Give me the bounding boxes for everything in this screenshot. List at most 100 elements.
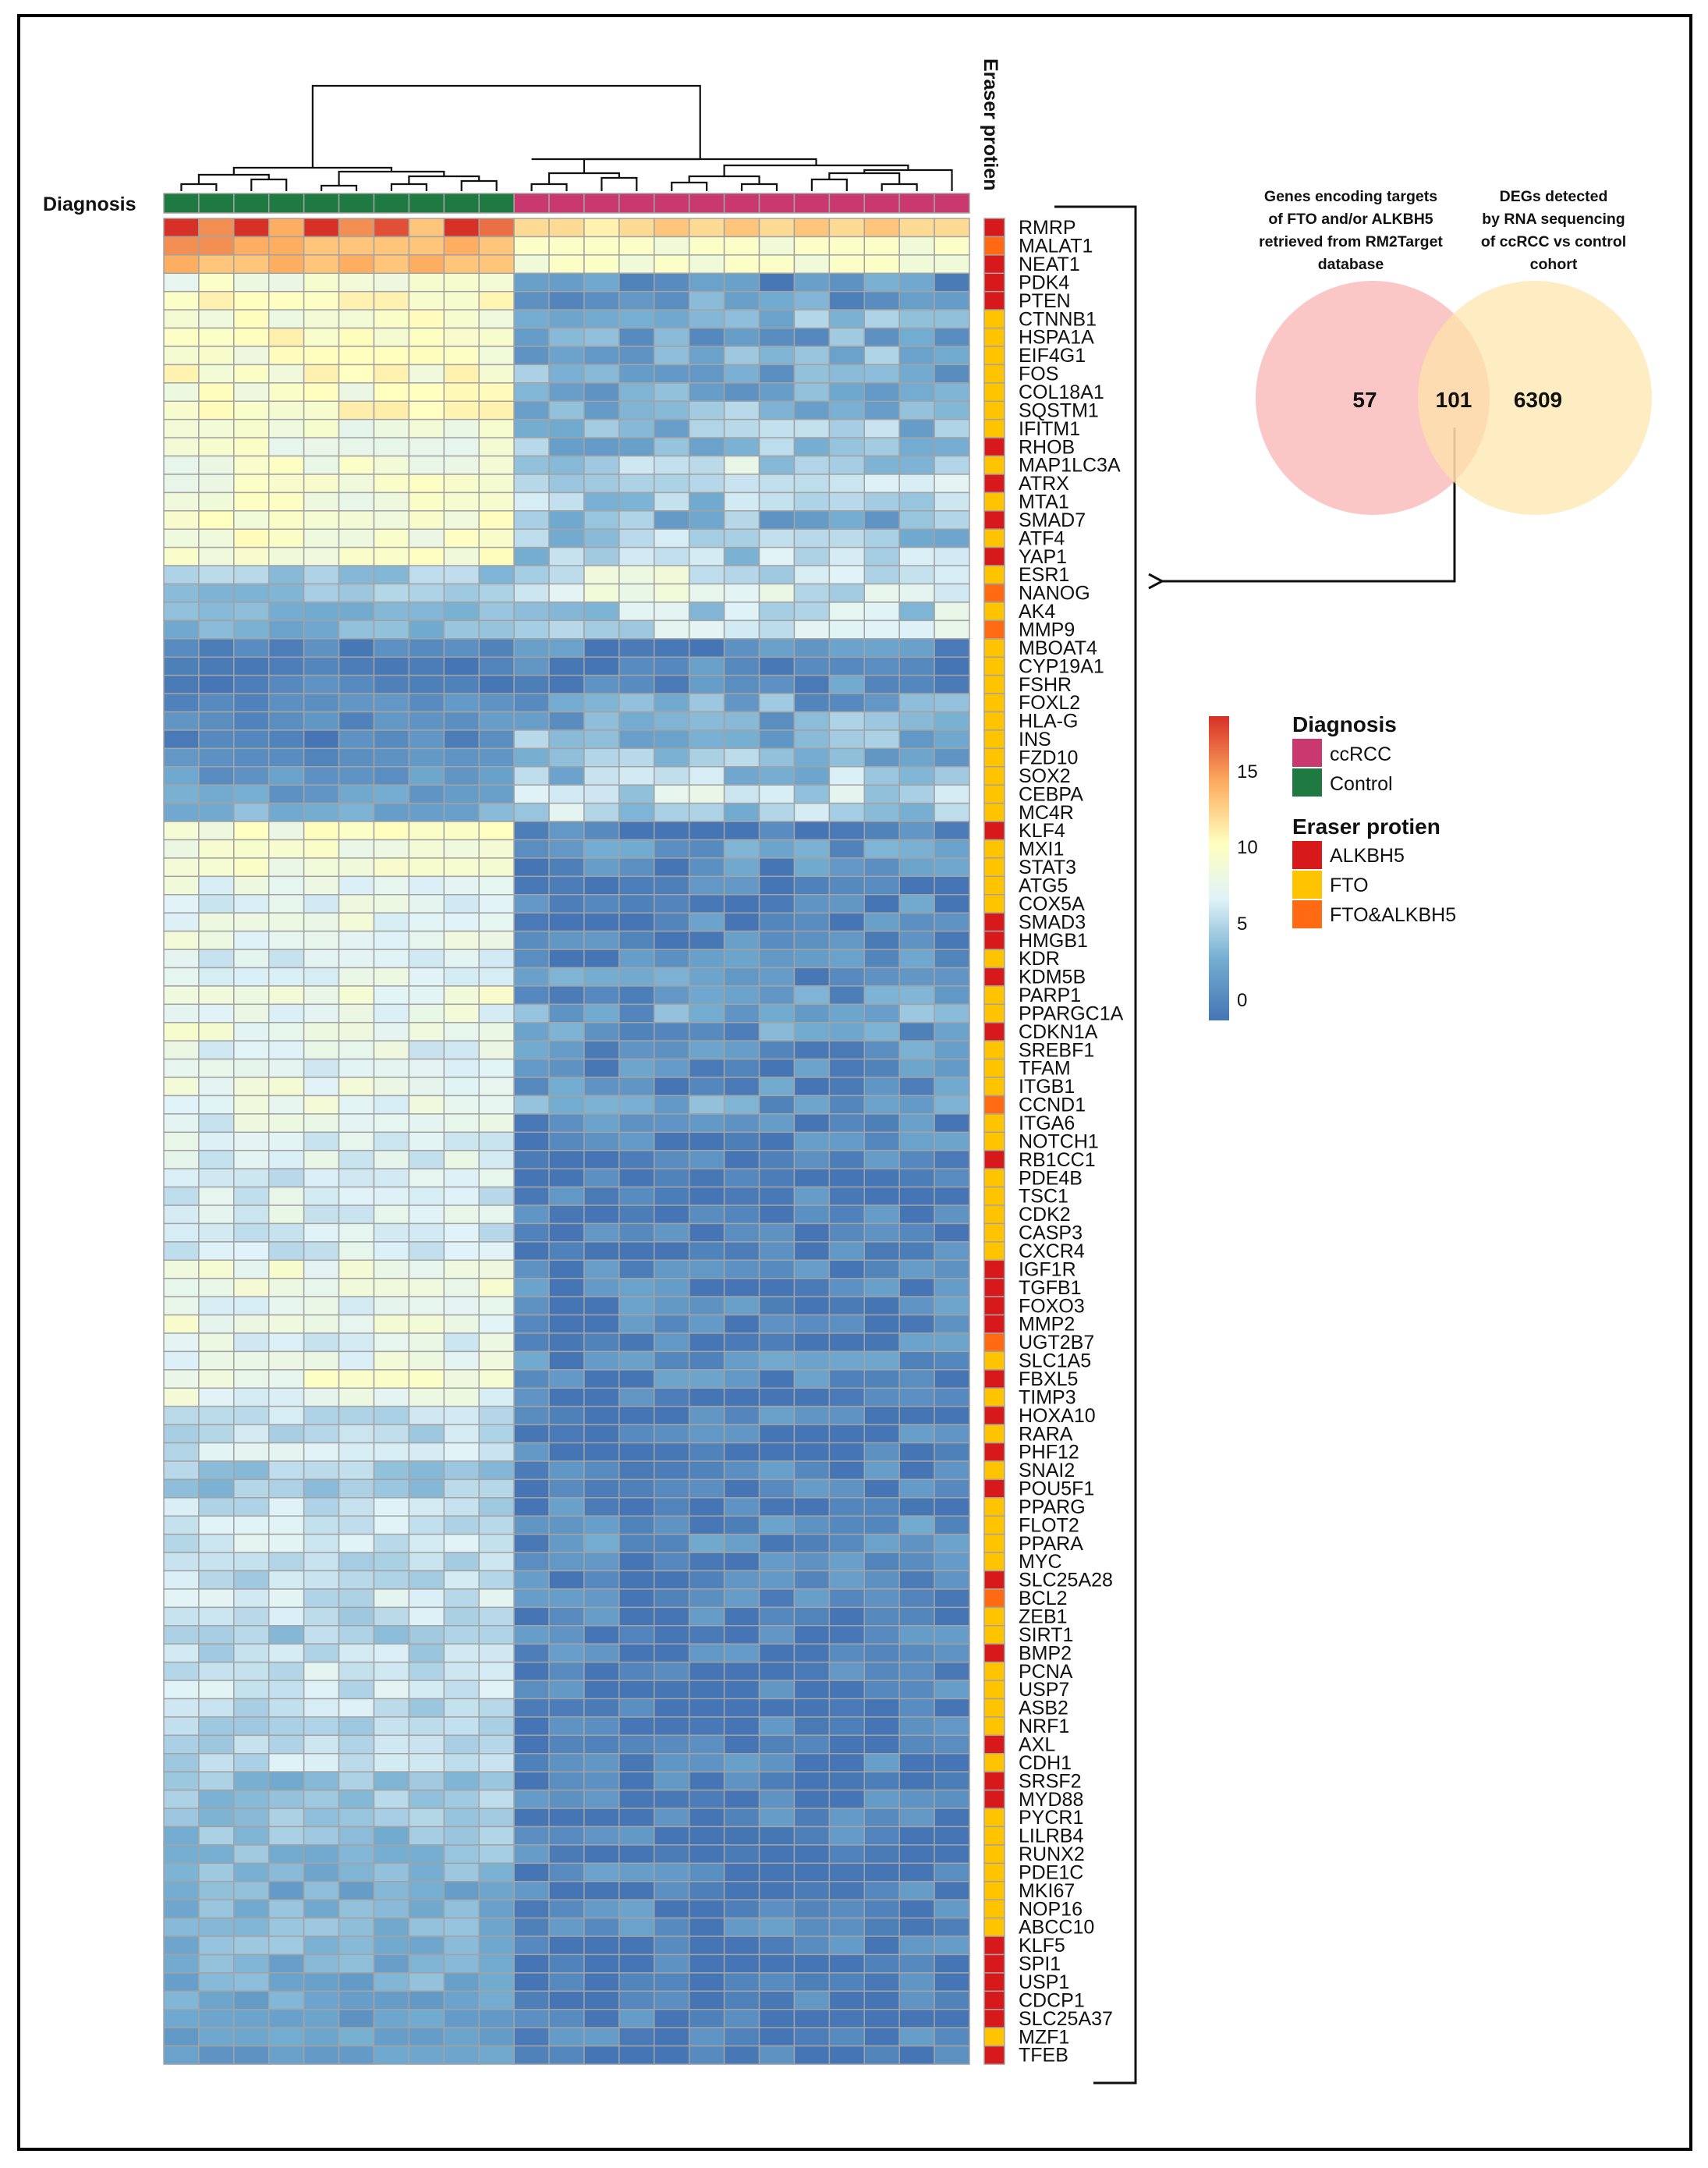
heatmap-cell (303, 839, 340, 859)
heatmap-cell (198, 1314, 235, 1334)
heatmap-cell (198, 601, 235, 622)
heatmap-cell (583, 1003, 620, 1024)
heatmap-cell (198, 693, 235, 713)
eraser-annotation-cell (983, 1753, 1005, 1772)
heatmap-cell (443, 2008, 480, 2028)
heatmap-cell (268, 1862, 305, 1882)
heatmap-cell (408, 1077, 445, 1097)
heatmap-cell (373, 1826, 410, 1846)
heatmap-cell (758, 346, 796, 366)
heatmap-cell (793, 1917, 831, 1937)
heatmap-cell (618, 1899, 655, 1919)
heatmap-cell (198, 1058, 235, 1078)
heatmap-cell (548, 1186, 585, 1206)
heatmap-cell (198, 1149, 235, 1169)
gene-label: MZF1 (1019, 2026, 1069, 2048)
heatmap-cell (793, 1826, 831, 1846)
heatmap-cell (934, 327, 970, 347)
heatmap-cell (654, 254, 690, 275)
heatmap-cell (303, 1131, 340, 1151)
heatmap-cell (898, 1369, 935, 1389)
heatmap-cell (934, 583, 970, 603)
heatmap-cell (548, 1734, 585, 1755)
heatmap-cell (618, 1771, 655, 1791)
heatmap-cell (863, 894, 900, 914)
heatmap-cell (723, 218, 760, 238)
eraser-annotation-cell (983, 1734, 1005, 1755)
heatmap-cell (863, 1661, 900, 1681)
heatmap-cell (654, 1003, 690, 1024)
heatmap-cell (513, 784, 550, 804)
diagnosis-annotation-cell (198, 193, 235, 214)
heatmap-cell (338, 1680, 375, 1700)
heatmap-cell (828, 474, 866, 494)
heatmap-cell (478, 857, 515, 878)
heatmap-cell (338, 1442, 375, 1462)
heatmap-cell (478, 875, 515, 896)
heatmap-cell (828, 1149, 866, 1169)
heatmap-cell (898, 346, 935, 366)
heatmap-cell (898, 930, 935, 950)
heatmap-cell (583, 674, 620, 694)
heatmap-cell (338, 1205, 375, 1225)
heatmap-cell (443, 272, 480, 293)
heatmap-cell (758, 1734, 796, 1755)
diagnosis-annotation-cell (268, 193, 305, 214)
heatmap-cell (408, 638, 445, 658)
heatmap-cell (303, 1844, 340, 1865)
heatmap-cell (548, 912, 585, 932)
heatmap-cell (443, 474, 480, 494)
heatmap-cell (373, 1077, 410, 1097)
heatmap-cell (723, 565, 760, 585)
heatmap-cell (654, 1844, 690, 1865)
heatmap-cell (934, 949, 970, 969)
heatmap-cell (758, 1936, 796, 1956)
heatmap-cell (723, 364, 760, 384)
eraser-annotation-cell (983, 766, 1005, 786)
heatmap-cell (898, 967, 935, 987)
heatmap-cell (338, 985, 375, 1006)
heatmap-cell (163, 1643, 200, 1663)
heatmap-cell (513, 1972, 550, 1992)
heatmap-cell (198, 766, 235, 786)
heatmap-cell (688, 693, 725, 713)
heatmap-cell (793, 400, 831, 420)
heatmap-cell (654, 619, 690, 640)
heatmap-cell (898, 1570, 935, 1590)
heatmap-cell (654, 1606, 690, 1627)
heatmap-cell (863, 1570, 900, 1590)
heatmap-cell (443, 1497, 480, 1517)
heatmap-cell (934, 364, 970, 384)
heatmap-cell (688, 1314, 725, 1334)
heatmap-cell (303, 930, 340, 950)
gene-label: FSHR (1019, 674, 1072, 696)
heatmap-cell (618, 1643, 655, 1663)
heatmap-cell (583, 491, 620, 512)
heatmap-cell (163, 1095, 200, 1115)
heatmap-cell (373, 674, 410, 694)
heatmap-cell (338, 218, 375, 238)
heatmap-cell (163, 400, 200, 420)
heatmap-cell (198, 1570, 235, 1590)
heatmap-cell (443, 1405, 480, 1425)
heatmap-cell (373, 528, 410, 548)
heatmap-cell (443, 1241, 480, 1261)
eraser-annotation-cell (983, 1588, 1005, 1609)
heatmap-cell (303, 1332, 340, 1353)
heatmap-cell (688, 711, 725, 731)
heatmap-cell (513, 1186, 550, 1206)
eraser-annotation-cell (983, 1862, 1005, 1882)
heatmap-cell (898, 1753, 935, 1772)
heatmap-cell (654, 949, 690, 969)
heatmap-cell (688, 1021, 725, 1041)
heatmap-cell (443, 1953, 480, 1974)
heatmap-cell (688, 1168, 725, 1188)
heatmap-cell (723, 1515, 760, 1535)
heatmap-cell (478, 1021, 515, 1041)
heatmap-cell (548, 1953, 585, 1974)
heatmap-cell (443, 821, 480, 841)
heatmap-cell (548, 711, 585, 731)
heatmap-cell (303, 1552, 340, 1572)
heatmap-cell (583, 729, 620, 750)
colorbar-tick: 10 (1237, 837, 1258, 858)
